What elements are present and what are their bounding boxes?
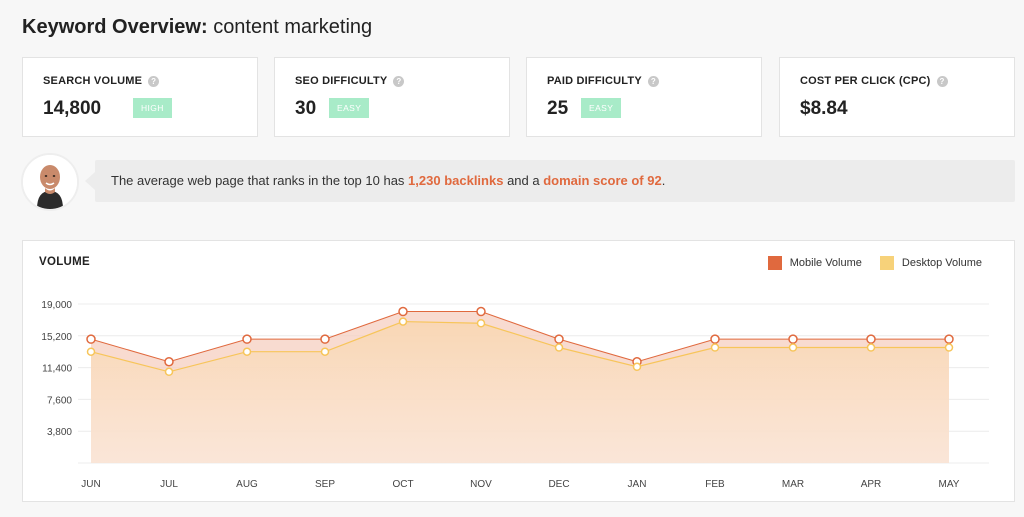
seo-difficulty-card: SEO DIFFICULTY ? 30 EASY — [274, 57, 510, 137]
paid-difficulty-label-wrap: PAID DIFFICULTY ? — [547, 75, 659, 87]
desktop-point — [632, 362, 642, 372]
seo-difficulty-value: 30 — [295, 98, 317, 119]
legend-swatch-mobile — [767, 256, 782, 270]
legend-label-desktop: Desktop Volume — [901, 257, 982, 269]
x-tick-label: JUN — [81, 479, 100, 490]
paid-difficulty-badge: EASY — [581, 98, 622, 118]
cpc-label-wrap: COST PER CLICK (CPC) ? — [800, 75, 948, 87]
paid-difficulty-label: PAID DIFFICULTY — [547, 75, 642, 87]
desktop-point — [866, 343, 876, 352]
search-volume-card: SEARCH VOLUME ? 14,800 HIGH — [22, 57, 258, 137]
desktop-point — [476, 318, 486, 328]
chart-title: VOLUME — [39, 256, 90, 268]
x-tick-label: FEB — [705, 479, 725, 490]
avatar — [21, 153, 79, 211]
tip-text: The average web page that ranks in the t… — [111, 173, 665, 188]
desktop-area — [91, 321, 949, 463]
page-title-label: Keyword Overview: — [22, 16, 208, 38]
x-tick-label: SEP — [315, 479, 335, 490]
seo-difficulty-badge: EASY — [329, 98, 370, 118]
desktop-point — [554, 343, 564, 352]
search-volume-badge: HIGH — [133, 98, 172, 118]
desktop-point — [86, 347, 96, 356]
tip-domain-score: domain score of 92 — [543, 173, 662, 188]
desktop-line — [90, 320, 949, 373]
mobile-point — [86, 334, 96, 344]
page-title: Keyword Overview: content marketing — [22, 16, 372, 39]
mobile-point — [554, 334, 564, 344]
desktop-point — [944, 343, 954, 352]
seo-difficulty-label-wrap: SEO DIFFICULTY ? — [295, 75, 405, 87]
search-volume-value: 14,800 — [43, 98, 102, 119]
cpc-value: $8.84 — [800, 98, 848, 119]
mobile-point — [164, 356, 174, 367]
mobile-point — [398, 306, 408, 317]
mobile-point — [788, 334, 798, 344]
y-tick-label: 7,600 — [47, 395, 72, 406]
x-tick-label: AUG — [236, 479, 258, 490]
search-volume-label-wrap: SEARCH VOLUME ? — [43, 75, 160, 87]
desktop-point — [242, 347, 252, 356]
y-tick-label: 19,000 — [41, 300, 72, 311]
tip-suffix: . — [661, 173, 666, 188]
legend-item-mobile[interactable]: Mobile Volume — [767, 256, 862, 270]
x-tick-label: NOV — [470, 479, 492, 490]
help-icon[interactable]: ? — [936, 75, 948, 87]
cpc-card: COST PER CLICK (CPC) ? $8.84 — [779, 57, 1015, 137]
tip-box: The average web page that ranks in the t… — [85, 160, 1015, 202]
legend-swatch-desktop — [879, 256, 894, 270]
x-tick-label: MAY — [939, 479, 960, 490]
x-tick-label: JAN — [628, 479, 647, 490]
mobile-line — [90, 311, 949, 363]
y-tick-label: 3,800 — [47, 427, 72, 438]
tip-prefix: The average web page that ranks in the t… — [111, 173, 409, 188]
mobile-point — [476, 306, 486, 317]
desktop-point — [320, 347, 330, 356]
x-tick-label: DEC — [548, 479, 569, 490]
mobile-point — [866, 334, 876, 344]
search-volume-label: SEARCH VOLUME — [43, 75, 143, 87]
cpc-label: COST PER CLICK (CPC) — [800, 75, 931, 87]
chart-legend: Mobile Volume Desktop Volume — [767, 256, 982, 270]
tip-middle: and a — [503, 173, 544, 188]
desktop-point — [164, 367, 174, 377]
mobile-point — [710, 334, 720, 344]
desktop-point — [710, 343, 720, 352]
mobile-point — [320, 334, 330, 344]
person-icon — [23, 155, 77, 209]
x-tick-label: JUL — [160, 479, 178, 490]
desktop-point — [788, 343, 798, 352]
volume-chart-card: VOLUME Mobile Volume Desktop Volume 19,0… — [22, 240, 1015, 502]
page-title-keyword: content marketing — [213, 16, 373, 38]
desktop-point — [398, 317, 408, 326]
seo-difficulty-label: SEO DIFFICULTY — [295, 75, 388, 87]
help-icon[interactable]: ? — [393, 75, 405, 87]
help-icon[interactable]: ? — [647, 75, 659, 87]
x-tick-label: MAR — [782, 479, 804, 490]
x-tick-label: APR — [861, 479, 882, 490]
legend-label-mobile: Mobile Volume — [789, 257, 862, 269]
mobile-point — [242, 334, 252, 344]
paid-difficulty-card: PAID DIFFICULTY ? 25 EASY — [526, 57, 762, 137]
mobile-point — [944, 334, 954, 344]
help-icon[interactable]: ? — [148, 75, 160, 87]
y-tick-label: 11,400 — [42, 364, 72, 375]
paid-difficulty-value: 25 — [547, 98, 569, 119]
legend-item-desktop[interactable]: Desktop Volume — [879, 256, 982, 270]
volume-chart: 19,000 15,200 11,400 7,600 3,800 JUN JUL AUG SEP… — [41, 300, 989, 490]
y-tick-label: 15,200 — [41, 332, 72, 343]
x-tick-label: OCT — [392, 479, 413, 490]
tip-backlinks: 1,230 backlinks — [408, 173, 504, 188]
